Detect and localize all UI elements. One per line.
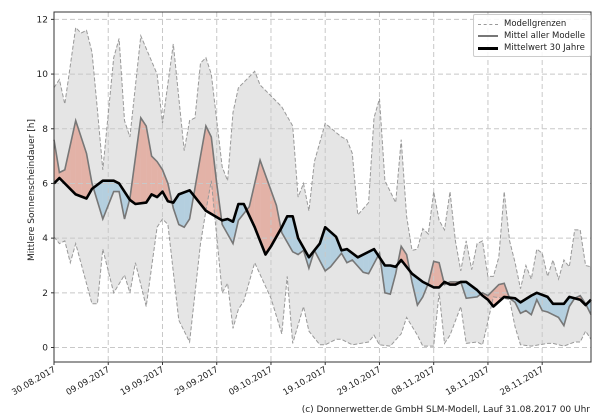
below-average-fill <box>558 303 564 326</box>
below-average-fill <box>287 216 293 252</box>
above-average-fill <box>157 161 163 198</box>
below-average-fill <box>108 180 114 206</box>
above-average-fill <box>151 156 158 198</box>
above-average-fill <box>433 261 440 288</box>
legend: Modellgrenzen Mittel aller Modelle Mitte… <box>473 14 591 57</box>
below-average-fill <box>102 180 109 219</box>
below-average-fill <box>227 219 233 244</box>
model-mean-line <box>53 115 592 328</box>
below-average-fill <box>178 192 185 228</box>
below-average-fill <box>184 190 190 228</box>
above-average-fill <box>140 117 147 204</box>
below-average-fill <box>233 204 239 244</box>
y-tick-label: 2 <box>42 289 48 299</box>
below-average-fill <box>357 254 364 273</box>
above-average-fill <box>135 117 141 204</box>
y-tick-label: 10 <box>37 70 49 80</box>
x-tick-label: 08.11.2017 <box>390 365 437 398</box>
legend-item-model-mean: Mittel aller Modelle <box>478 30 585 42</box>
y-tick-label: 0 <box>42 344 48 354</box>
x-tick-label: 18.11.2017 <box>444 365 491 398</box>
below-average-fill <box>238 204 244 221</box>
x-tick-label: 30.08.2017 <box>10 365 57 398</box>
x-tick-label: 28.11.2017 <box>499 365 546 398</box>
model-range-area <box>54 27 591 347</box>
legend-label: Modellgrenzen <box>504 19 567 29</box>
series-lines <box>53 26 592 347</box>
model-range-band <box>54 27 591 347</box>
above-average-fill <box>211 137 217 218</box>
above-average-fill <box>265 175 271 255</box>
below-average-fill <box>384 265 391 295</box>
above-average-fill <box>493 284 499 307</box>
legend-label: Mittelwert 30 Jahre <box>504 43 585 53</box>
below-average-fill <box>542 294 548 312</box>
x-tick-label: 29.10.2017 <box>336 365 383 398</box>
climate-mean-line <box>53 176 592 308</box>
legend-label: Mittel aller Modelle <box>504 31 586 41</box>
x-tick-label: 09.09.2017 <box>65 365 112 398</box>
y-axis-label: Mittlere Sonnenscheindauer [h] <box>27 119 37 261</box>
y-tick-label: 8 <box>42 125 48 135</box>
x-tick-label: 19.09.2017 <box>119 365 166 398</box>
below-average-fill <box>281 216 288 243</box>
below-average-fill <box>553 303 559 318</box>
below-average-fill <box>363 251 369 274</box>
below-average-fill <box>330 232 337 267</box>
above-average-fill <box>205 126 212 214</box>
above-average-fill <box>271 190 277 247</box>
above-average-fill <box>75 120 82 197</box>
above-average-fill <box>64 145 71 189</box>
dashed-line-swatch <box>478 23 498 25</box>
below-average-fill <box>368 249 374 274</box>
x-tick-label: 29.09.2017 <box>173 365 220 398</box>
model-upper-bound-line <box>53 26 592 289</box>
black-line-swatch <box>478 46 498 50</box>
legend-item-model-range: Modellgrenzen <box>478 18 566 30</box>
below-average-fill <box>325 227 331 271</box>
above-average-fill <box>200 126 206 211</box>
x-tick-label: 09.10.2017 <box>227 365 274 398</box>
below-average-fill <box>547 296 553 315</box>
above-average-fill <box>59 169 65 184</box>
copyright-footer: (c) Donnerwetter.de GmbH SLM-Modell, Lau… <box>301 405 590 415</box>
below-average-fill <box>319 227 326 271</box>
y-tick-label: 12 <box>37 15 48 25</box>
plot-frame <box>53 11 592 363</box>
below-average-fill <box>97 180 103 219</box>
y-tick-label: 4 <box>42 234 48 244</box>
y-tick-label: 6 <box>42 179 48 189</box>
below-average-fill <box>471 286 478 298</box>
x-tick-label: 19.10.2017 <box>282 365 329 398</box>
legend-item-climate-mean: Mittelwert 30 Jahre <box>478 42 585 54</box>
grey-line-swatch <box>478 35 498 37</box>
below-average-fill <box>525 295 532 315</box>
